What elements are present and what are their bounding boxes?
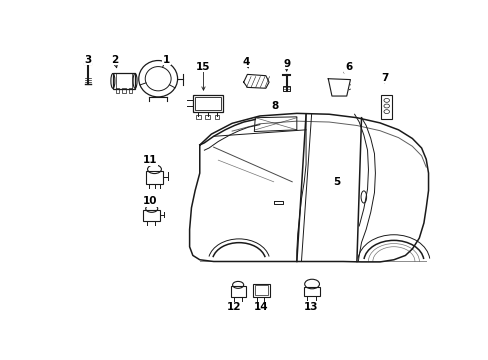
Bar (230, 286, 245, 297)
Bar (192, 95, 223, 112)
Text: 7: 7 (380, 73, 387, 83)
Text: 13: 13 (303, 302, 317, 312)
Text: 6: 6 (344, 62, 351, 72)
Bar (303, 287, 320, 296)
Bar (283, 86, 289, 91)
Bar (330, 81, 346, 94)
Text: 12: 12 (227, 302, 241, 312)
Polygon shape (327, 79, 350, 96)
Text: 1: 1 (163, 55, 170, 65)
Text: 2: 2 (111, 55, 118, 65)
Bar (122, 88, 125, 93)
Text: 11: 11 (142, 155, 157, 165)
Bar (196, 115, 200, 118)
Bar (255, 285, 267, 295)
Text: 9: 9 (283, 59, 290, 68)
Bar (380, 95, 392, 119)
Bar (143, 210, 160, 221)
Bar (195, 97, 220, 110)
Bar (116, 88, 119, 93)
Polygon shape (243, 75, 268, 88)
Text: 5: 5 (332, 177, 340, 187)
Bar (252, 284, 270, 297)
Bar (205, 115, 209, 118)
Bar (214, 115, 219, 118)
Text: 15: 15 (196, 62, 210, 72)
Bar (128, 88, 132, 93)
Text: 3: 3 (84, 55, 91, 65)
Bar (145, 171, 163, 184)
Text: 8: 8 (270, 101, 278, 111)
Bar (113, 73, 135, 89)
Text: 10: 10 (142, 196, 157, 206)
Text: 4: 4 (242, 57, 249, 67)
Text: 14: 14 (253, 302, 267, 312)
